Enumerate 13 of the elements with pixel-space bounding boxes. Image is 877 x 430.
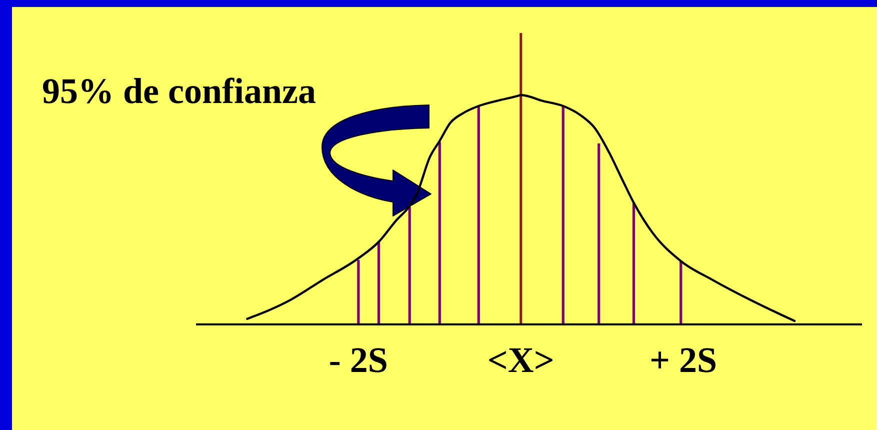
x-tick-label: <X>: [487, 340, 554, 380]
bar: [438, 142, 441, 324]
bar: [357, 260, 360, 324]
bar: [408, 206, 411, 324]
bar: [562, 106, 564, 324]
bar: [598, 143, 600, 324]
bar: [377, 242, 380, 324]
annotation: 95% de confianza: [42, 71, 316, 111]
bar: [632, 202, 636, 324]
bar: [680, 261, 682, 324]
x-tick-label: - 2S: [328, 340, 388, 380]
bar: [477, 106, 480, 324]
x-tick-label: + 2S: [650, 340, 718, 380]
